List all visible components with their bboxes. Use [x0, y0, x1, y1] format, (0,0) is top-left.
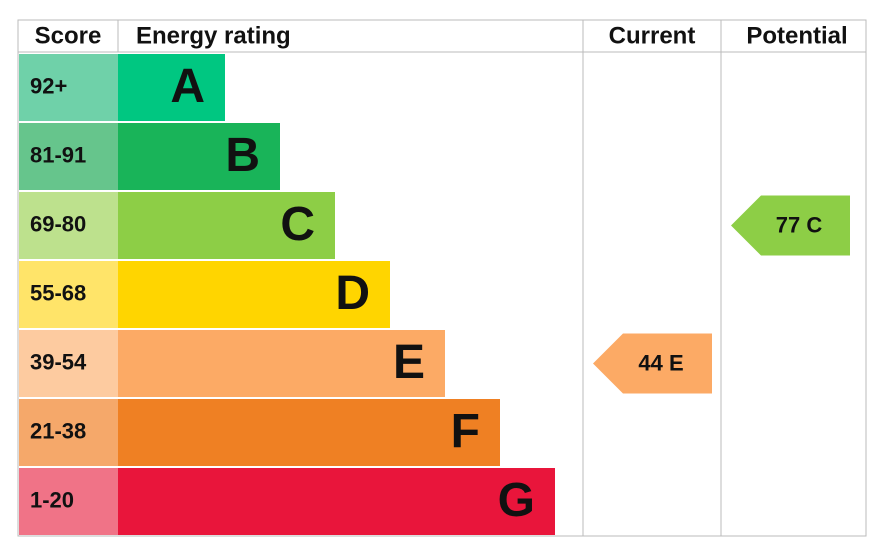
header-score: Score: [35, 22, 102, 49]
potential-arrow: [731, 195, 850, 256]
score-label: 69-80: [30, 211, 86, 236]
band-letter: C: [280, 198, 315, 251]
band-letter: D: [335, 267, 370, 320]
score-cell: [19, 261, 118, 328]
score-cell: [19, 399, 118, 466]
rating-bar: [118, 330, 445, 397]
score-cell: [19, 123, 118, 190]
score-label: 1-20: [30, 487, 74, 512]
score-label: 92+: [30, 73, 67, 98]
score-cell: [19, 468, 118, 535]
header-rating: Energy rating: [136, 22, 291, 49]
band-letter: A: [170, 60, 205, 113]
current-arrow: [593, 333, 712, 394]
score-cell: [19, 54, 118, 121]
potential-label: 77 C: [776, 212, 823, 237]
score-label: 39-54: [30, 349, 87, 374]
score-label: 21-38: [30, 418, 86, 443]
score-label: 55-68: [30, 280, 86, 305]
band-letter: B: [225, 129, 260, 182]
band-letter: E: [393, 336, 425, 389]
score-label: 81-91: [30, 142, 86, 167]
score-cell: [19, 330, 118, 397]
rating-bar: [118, 261, 390, 328]
rating-bar: [118, 399, 500, 466]
header-current: Current: [609, 22, 696, 49]
band-letter: G: [498, 474, 535, 527]
rating-bar: [118, 192, 335, 259]
header-potential: Potential: [746, 22, 847, 49]
rating-bar: [118, 468, 555, 535]
score-cell: [19, 192, 118, 259]
band-letter: F: [451, 405, 480, 458]
rating-bar: [118, 123, 280, 190]
rating-bar: [118, 54, 225, 121]
current-label: 44 E: [638, 350, 683, 375]
